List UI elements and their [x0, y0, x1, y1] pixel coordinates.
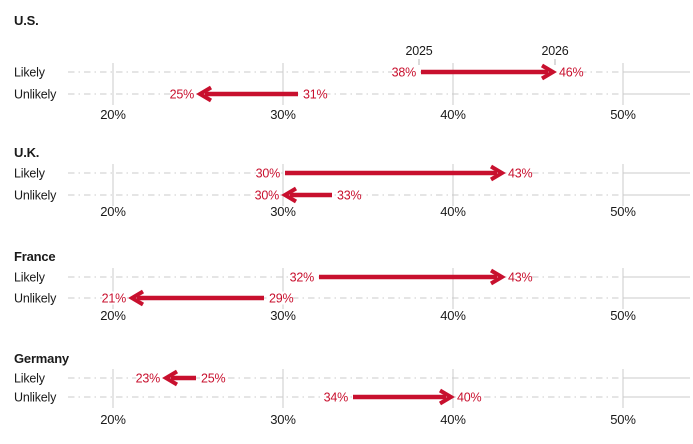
country-title: U.S. [14, 13, 38, 28]
row-label: Likely [14, 372, 46, 386]
arrowhead-icon [196, 85, 213, 103]
x-tick-label: 20% [100, 412, 126, 427]
row-label: Likely [14, 167, 46, 181]
value-label-bg [268, 291, 293, 305]
value-2025-label: 38% [392, 66, 417, 80]
arrowhead-icon [540, 63, 557, 81]
value-label-bg [256, 166, 281, 180]
value-label-bg [302, 87, 327, 101]
value-2025-label: 30% [256, 167, 281, 181]
arrowhead-icon [489, 164, 506, 182]
value-2026-label: 23% [136, 372, 161, 386]
value-2026-label: 25% [170, 88, 195, 102]
row-label: Likely [14, 271, 46, 285]
value-label-bg [507, 270, 532, 284]
value-2025-label: 33% [337, 189, 362, 203]
country-title: France [14, 249, 55, 264]
x-tick-label: 30% [270, 412, 296, 427]
value-label-bg [558, 65, 583, 79]
x-tick-label: 20% [100, 204, 126, 219]
value-label-bg [456, 390, 481, 404]
x-tick-label: 50% [610, 412, 636, 427]
arrowhead-icon [438, 388, 455, 406]
x-tick-label: 20% [100, 107, 126, 122]
year-2026-label: 2026 [541, 44, 568, 58]
value-label-bg [255, 188, 280, 202]
x-tick-label: 40% [440, 107, 466, 122]
row-label: Unlikely [14, 88, 57, 102]
value-label-bg [136, 371, 161, 385]
country-title: U.K. [14, 145, 39, 160]
value-2025-label: 32% [290, 271, 315, 285]
x-tick-label: 40% [440, 308, 466, 323]
value-label-bg [290, 270, 315, 284]
x-tick-label: 30% [270, 308, 296, 323]
arrowhead-icon [489, 268, 506, 286]
value-2025-label: 34% [324, 391, 349, 405]
arrowhead-icon [281, 186, 298, 204]
country-title: Germany [14, 351, 70, 366]
x-tick-label: 50% [610, 204, 636, 219]
value-2026-label: 46% [559, 66, 584, 80]
x-tick-label: 50% [610, 107, 636, 122]
x-tick-label: 40% [440, 204, 466, 219]
x-tick-label: 30% [270, 107, 296, 122]
value-2025-label: 31% [303, 88, 328, 102]
value-label-bg [324, 390, 349, 404]
arrowhead-icon [128, 289, 145, 307]
value-2026-label: 21% [102, 292, 127, 306]
x-tick-label: 50% [610, 308, 636, 323]
value-label-bg [102, 291, 127, 305]
value-label-bg [200, 371, 225, 385]
value-2026-label: 43% [508, 271, 533, 285]
row-label: Unlikely [14, 189, 57, 203]
value-2025-label: 29% [269, 292, 294, 306]
value-2026-label: 40% [457, 391, 482, 405]
value-label-bg [170, 87, 195, 101]
year-2025-label: 2025 [405, 44, 432, 58]
value-2026-label: 30% [255, 189, 280, 203]
x-tick-label: 20% [100, 308, 126, 323]
value-label-bg [507, 166, 532, 180]
value-2026-label: 43% [508, 167, 533, 181]
value-2025-label: 25% [201, 372, 226, 386]
value-label-bg [336, 188, 361, 202]
x-tick-label: 30% [270, 204, 296, 219]
x-tick-label: 40% [440, 412, 466, 427]
row-label: Unlikely [14, 292, 57, 306]
row-label: Unlikely [14, 391, 57, 405]
row-label: Likely [14, 66, 46, 80]
arrowhead-icon [162, 369, 179, 387]
value-label-bg [392, 65, 417, 79]
